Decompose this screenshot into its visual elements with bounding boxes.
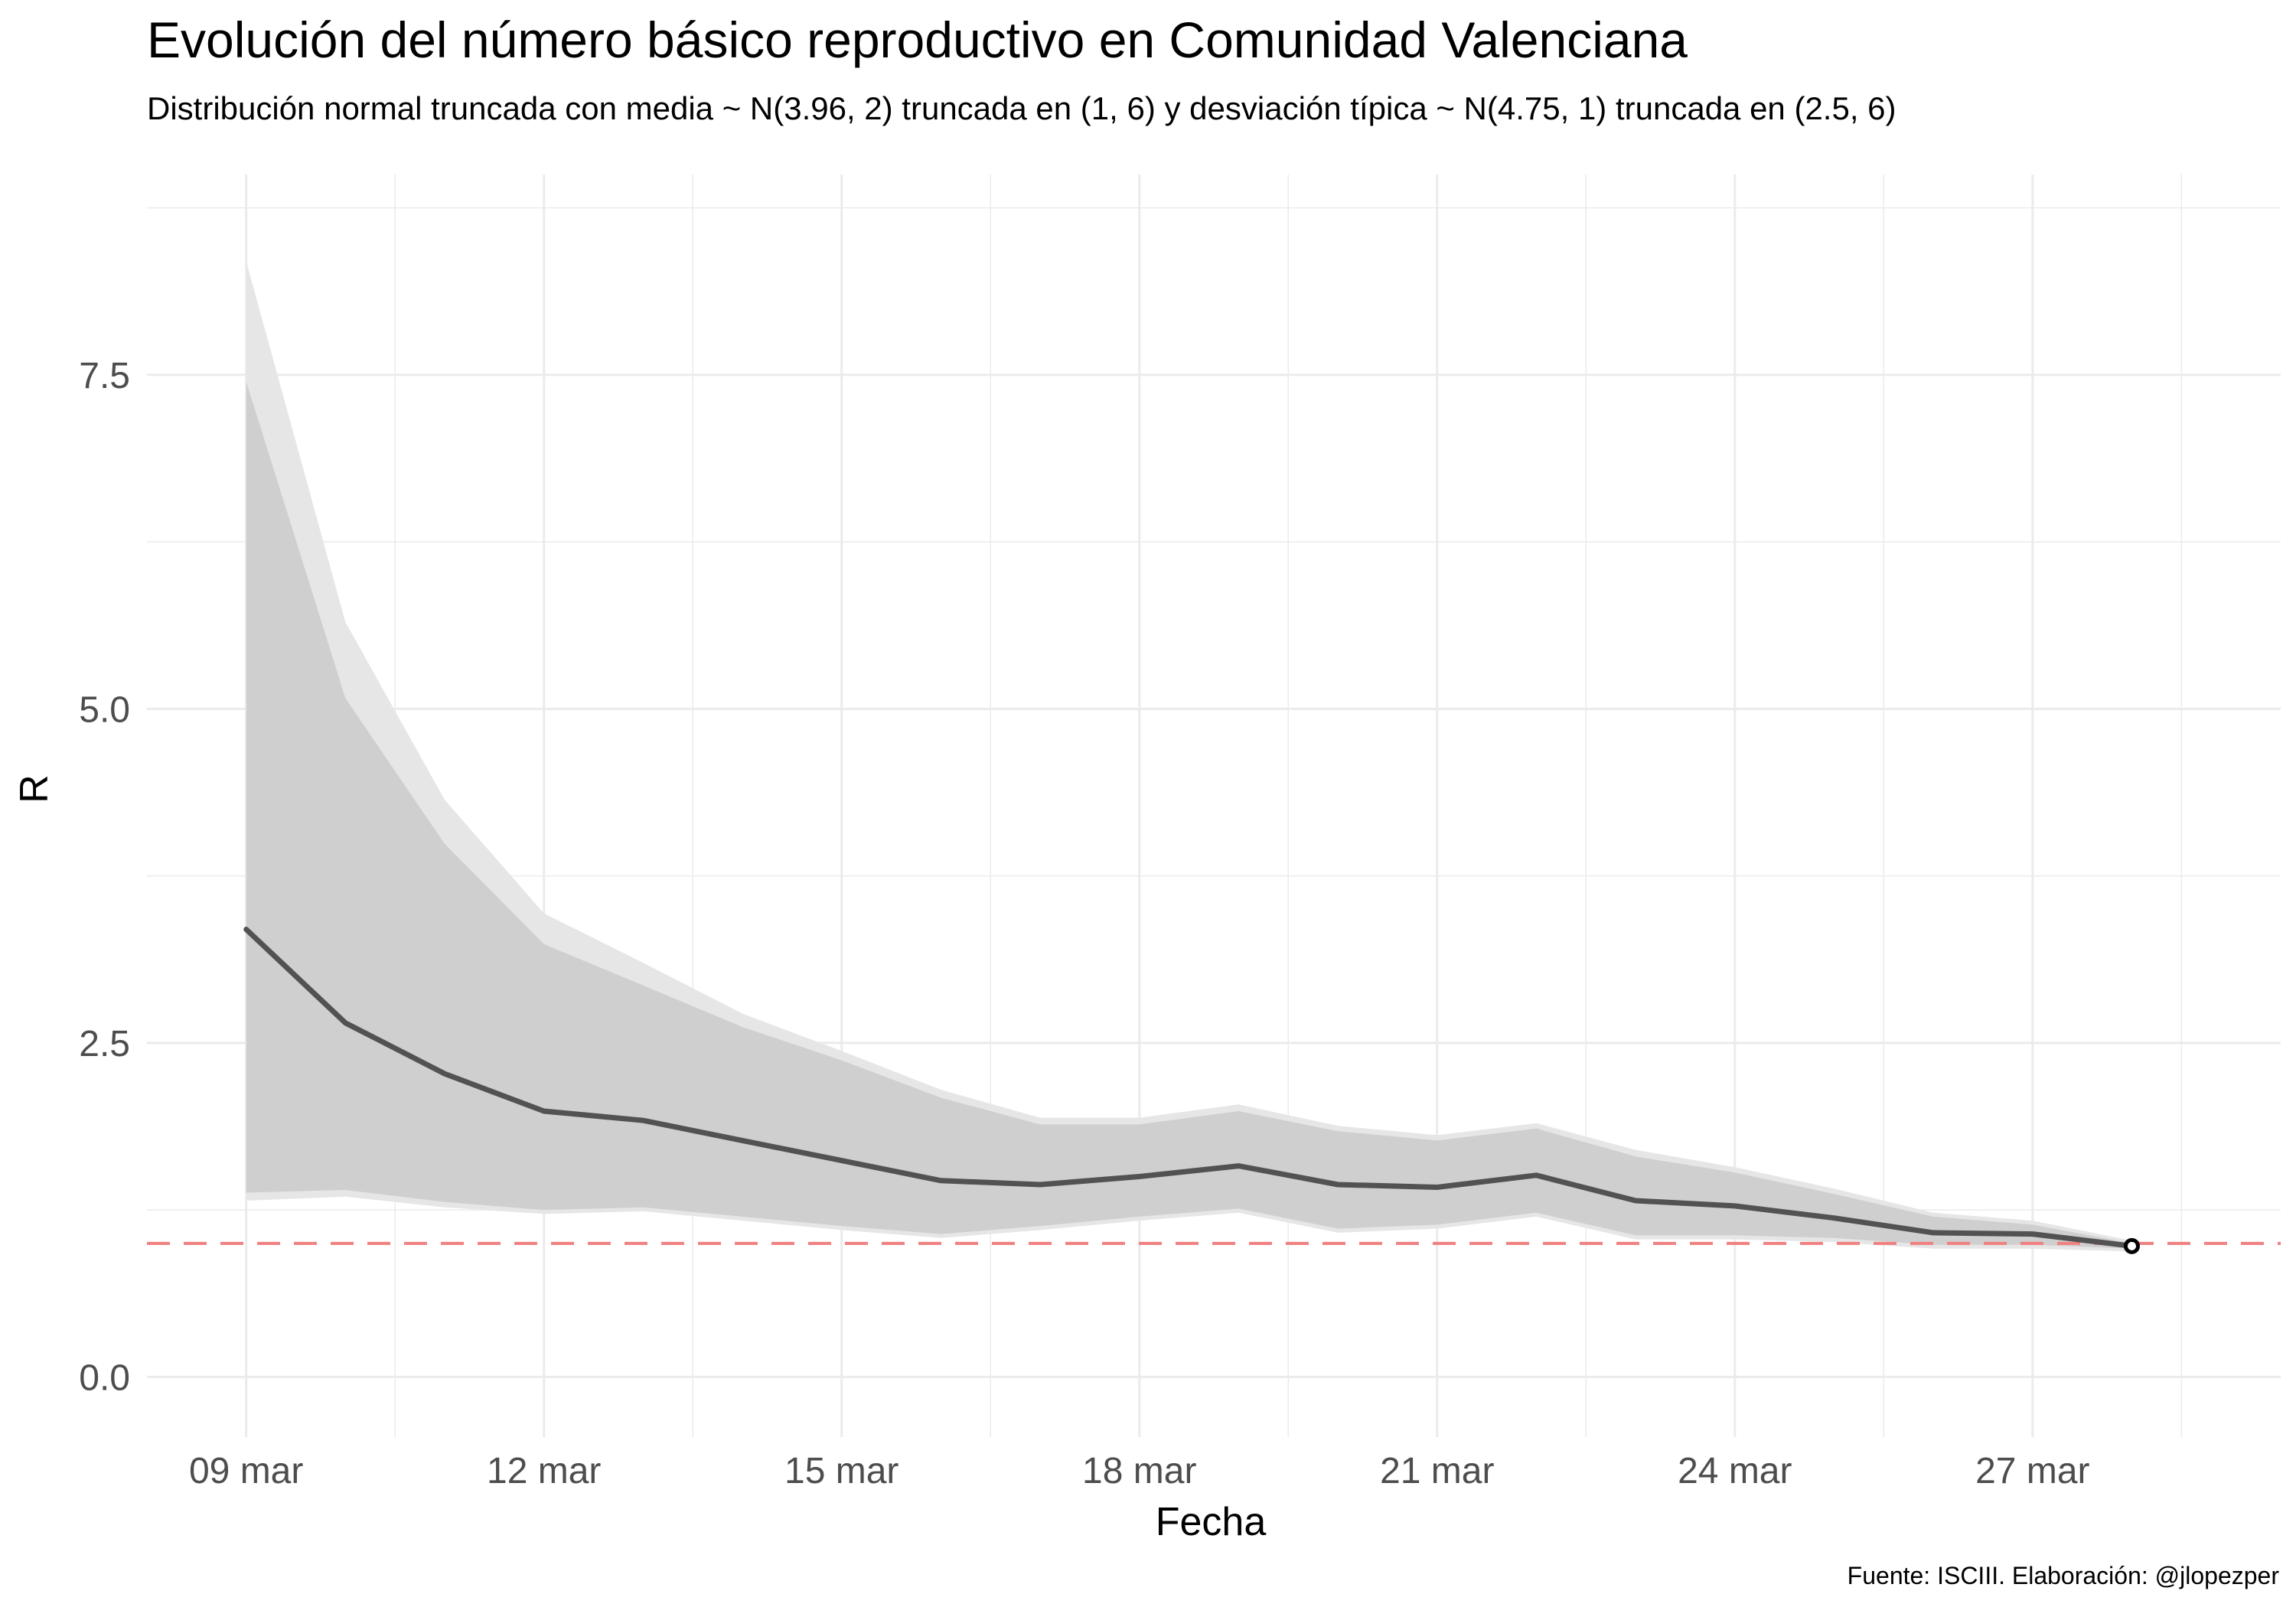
outer-confidence-band — [246, 261, 2132, 1252]
series-group — [243, 927, 2140, 1254]
x-axis-ticks: 09 mar 12 mar 15 mar 18 mar 21 mar 24 mar 27 m… — [189, 1451, 2090, 1491]
x-tick-label: 12 mar — [487, 1451, 601, 1491]
chart-title: Evolución del número básico reproductivo… — [147, 11, 1688, 68]
x-tick-label: 24 mar — [1678, 1451, 1792, 1491]
inner-confidence-band — [246, 381, 2132, 1249]
y-tick-label: 7.5 — [79, 356, 130, 396]
x-tick-label: 21 mar — [1380, 1451, 1494, 1491]
chart-caption: Fuente: ISCIII. Elaboración: @jlopezper — [1848, 1562, 2280, 1589]
y-tick-label: 2.5 — [79, 1024, 130, 1064]
last-point-marker — [2123, 1237, 2140, 1254]
y-axis-title: R — [12, 774, 57, 804]
confidence-bands — [246, 261, 2132, 1252]
x-axis-title: Fecha — [1156, 1500, 1267, 1544]
y-axis-ticks: 0.0 2.5 5.0 7.5 — [79, 356, 130, 1399]
x-tick-label: 18 mar — [1082, 1451, 1196, 1491]
series-line — [243, 927, 2135, 1249]
x-tick-label: 09 mar — [189, 1451, 303, 1491]
chart-subtitle: Distribución normal truncada con media ~… — [147, 90, 1896, 126]
y-tick-label: 5.0 — [79, 689, 130, 730]
y-tick-label: 0.0 — [79, 1358, 130, 1398]
x-tick-label: 27 mar — [1975, 1451, 2089, 1491]
x-tick-label: 15 mar — [784, 1451, 899, 1491]
